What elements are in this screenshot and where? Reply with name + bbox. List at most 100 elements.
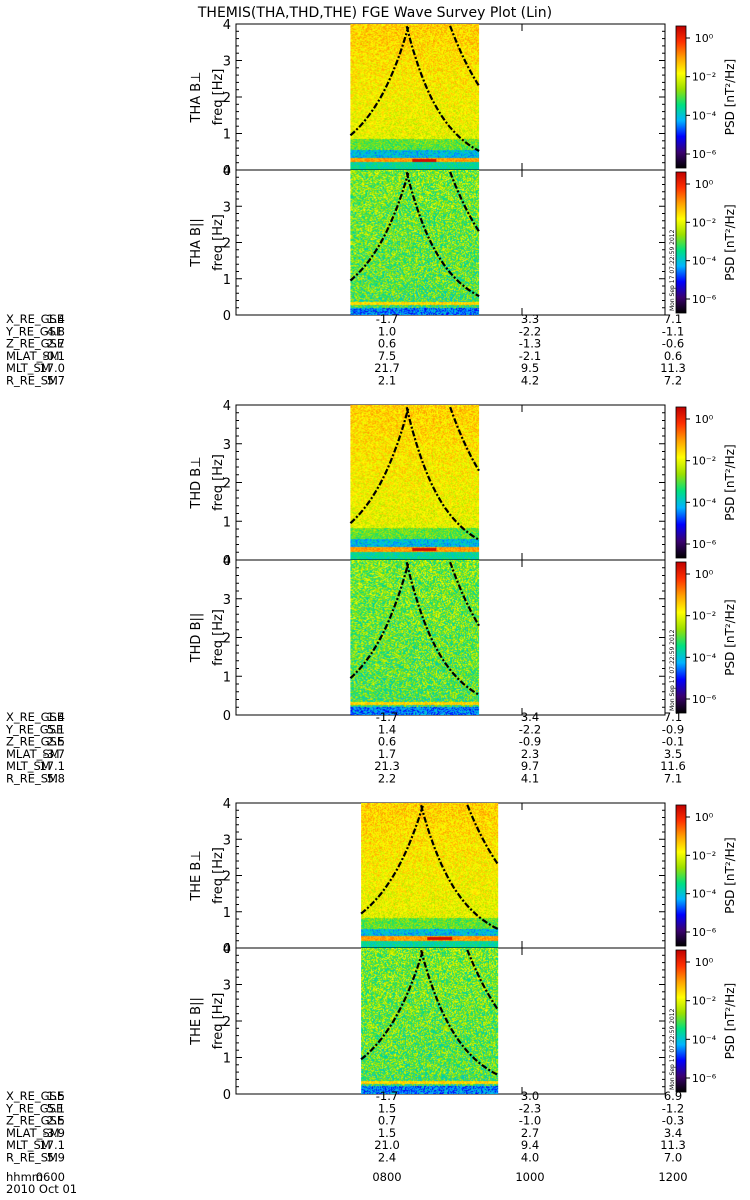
y-tick-label: 0 (223, 709, 231, 724)
colorbar-tick-label: 10⁻² (692, 216, 716, 229)
figure-title: THEMIS(THA,THD,THE) FGE Wave Survey Plot… (197, 5, 552, 21)
ephemeris-value: 5.7 (47, 374, 65, 388)
panel-the-par: 0 1 2 3 4 THE B|| freq [Hz] (189, 942, 666, 1103)
ephemeris-name: MLT_SM (6, 759, 51, 773)
frequency-curve (405, 171, 480, 298)
y-tick-label: 1 (223, 906, 231, 921)
ephemeris-value: 17.1 (39, 1138, 65, 1152)
frequency-curve (349, 407, 410, 525)
ephemeris-value: -0.6 (662, 337, 684, 351)
ephemeris-value: -0.1 (43, 349, 65, 363)
ephemeris-value: 21.7 (374, 361, 400, 375)
colorbar-tick-label: 10⁰ (695, 178, 714, 191)
ephemeris-value: 2.3 (521, 747, 539, 761)
spectrogram-image (350, 24, 480, 170)
spectrogram-image (361, 803, 499, 948)
panel-tha-par: 0 1 2 3 4 THA B|| freq [Hz] (189, 164, 666, 324)
ephemeris-value: 1.5 (378, 1101, 396, 1115)
ephemeris-value: 1.5 (47, 1089, 65, 1103)
timestamp-stamp: Mon Sep 17 07:22:59 2012 (669, 629, 676, 711)
ephemeris-value: 0.7 (378, 1114, 396, 1128)
spectrogram-image (361, 948, 499, 1094)
colorbar-tick-label: 10⁰ (695, 32, 714, 45)
frequency-curve (449, 561, 481, 627)
ephemeris-value: 1.4 (47, 710, 65, 724)
ephemeris-value: 7.2 (664, 374, 682, 388)
y-tick-label: 4 (223, 942, 231, 957)
ephemeris-name: Y_RE_GSE (5, 1101, 63, 1115)
frequency-curve (449, 406, 481, 472)
y-tick-label: 1 (223, 515, 231, 530)
y-tick-label: 0 (223, 942, 231, 957)
colorbar-tick-label: 10⁻⁴ (692, 651, 717, 664)
ephemeris-value: -2.1 (519, 349, 541, 363)
colorbar-label: PSD [nT²/Hz] (723, 444, 737, 520)
ephemeris-value: 5.8 (47, 772, 65, 786)
colorbar: 10⁰ 10⁻² 10⁻⁴ 10⁻⁶ PSD [nT²/Hz] (675, 25, 737, 169)
y-tick-label: 0 (223, 164, 231, 179)
colorbar-tick-label: 10⁰ (695, 956, 714, 969)
ephemeris-value: 4.1 (521, 772, 539, 786)
colorbar-scale (675, 804, 687, 947)
colorbar-scale (675, 561, 687, 714)
colorbar-label: PSD [nT²/Hz] (723, 599, 737, 675)
frequency-curve (360, 805, 424, 915)
ephemeris-value: 17.1 (39, 759, 65, 773)
ephemeris-value: 7.0 (664, 1151, 682, 1165)
y-tick-label: 4 (223, 164, 231, 179)
y-tick-label: 2 (223, 870, 231, 885)
x-tick-label: 0800 (372, 1170, 401, 1184)
ephemeris-name: R_RE_SM (6, 1151, 58, 1165)
colorbar: 10⁰ 10⁻² 10⁻⁴ 10⁻⁶ PSD [nT²/Hz] (675, 804, 737, 947)
ephemeris-value: 9.5 (521, 361, 539, 375)
ephemeris-value: 3.0 (521, 1089, 539, 1103)
y-tick-label: 0 (223, 554, 231, 569)
ephemeris-value: -2.3 (519, 1101, 541, 1115)
colorbar-tick-label: 10⁻² (692, 455, 716, 468)
colorbar-tick-label: 10⁻² (692, 995, 716, 1008)
ephemeris-value: -0.1 (662, 735, 684, 749)
ephemeris-value: -2.2 (519, 722, 541, 736)
frequency-curve (420, 949, 499, 1076)
frequency-curve (349, 562, 410, 680)
ephemeris-value: -3.7 (43, 747, 65, 761)
ephemeris-value: 2.7 (521, 1126, 539, 1140)
spectrogram-image (350, 560, 480, 715)
y-tick-label: 3 (223, 979, 231, 994)
frequency-curve (349, 172, 410, 282)
colorbar-scale (675, 949, 687, 1093)
ephemeris-value: 11.3 (660, 361, 686, 375)
colorbar-scale (675, 25, 687, 169)
ephemeris-value: 21.3 (374, 759, 400, 773)
colorbar-tick-label: 10⁻² (692, 610, 716, 623)
panel-label: THE B⊥ (189, 850, 204, 901)
y-tick-label: 1 (223, 273, 231, 288)
ephemeris-value: -1.2 (662, 1101, 684, 1115)
colorbar-tick-label: 10⁻⁶ (692, 293, 717, 306)
ephemeris-value: 7.1 (664, 312, 682, 326)
colorbar: 10⁰ 10⁻² 10⁻⁴ 10⁻⁶ PSD [nT²/Hz] Mon Sep 17 07… (669, 171, 737, 314)
spectrogram-image (350, 405, 480, 560)
ephemeris-value: -3.9 (43, 1126, 65, 1140)
panel-thd-perp: 0 1 2 3 4 THD B⊥ freq [Hz] (189, 399, 666, 569)
ephemeris-value: 6.9 (664, 1089, 682, 1103)
frequency-curve (405, 562, 480, 696)
panel-label: THE B|| (189, 997, 204, 1046)
colorbar-scale (675, 171, 687, 314)
colorbar-tick-label: 10⁻⁶ (692, 926, 717, 939)
ephemeris-value: 2.4 (378, 1151, 396, 1165)
colorbar-tick-label: 10⁻⁴ (692, 255, 717, 268)
ephemeris-value: 2.7 (47, 337, 65, 351)
y-tick-label: 4 (223, 399, 231, 414)
colorbar-tick-label: 10⁻⁶ (692, 693, 717, 706)
ephemeris-value: 5.1 (47, 1101, 65, 1115)
colorbar-tick-label: 10⁻² (692, 849, 716, 862)
colorbar-label: PSD [nT²/Hz] (723, 59, 737, 135)
date-label: 2010 Oct 01 (6, 1182, 77, 1196)
panel-label: THA B|| (189, 218, 204, 267)
ephemeris-value: -1.7 (376, 1089, 398, 1103)
colorbar: 10⁰ 10⁻² 10⁻⁴ 10⁻⁶ PSD [nT²/Hz] (675, 406, 737, 559)
ephemeris-value: 3.3 (521, 312, 539, 326)
